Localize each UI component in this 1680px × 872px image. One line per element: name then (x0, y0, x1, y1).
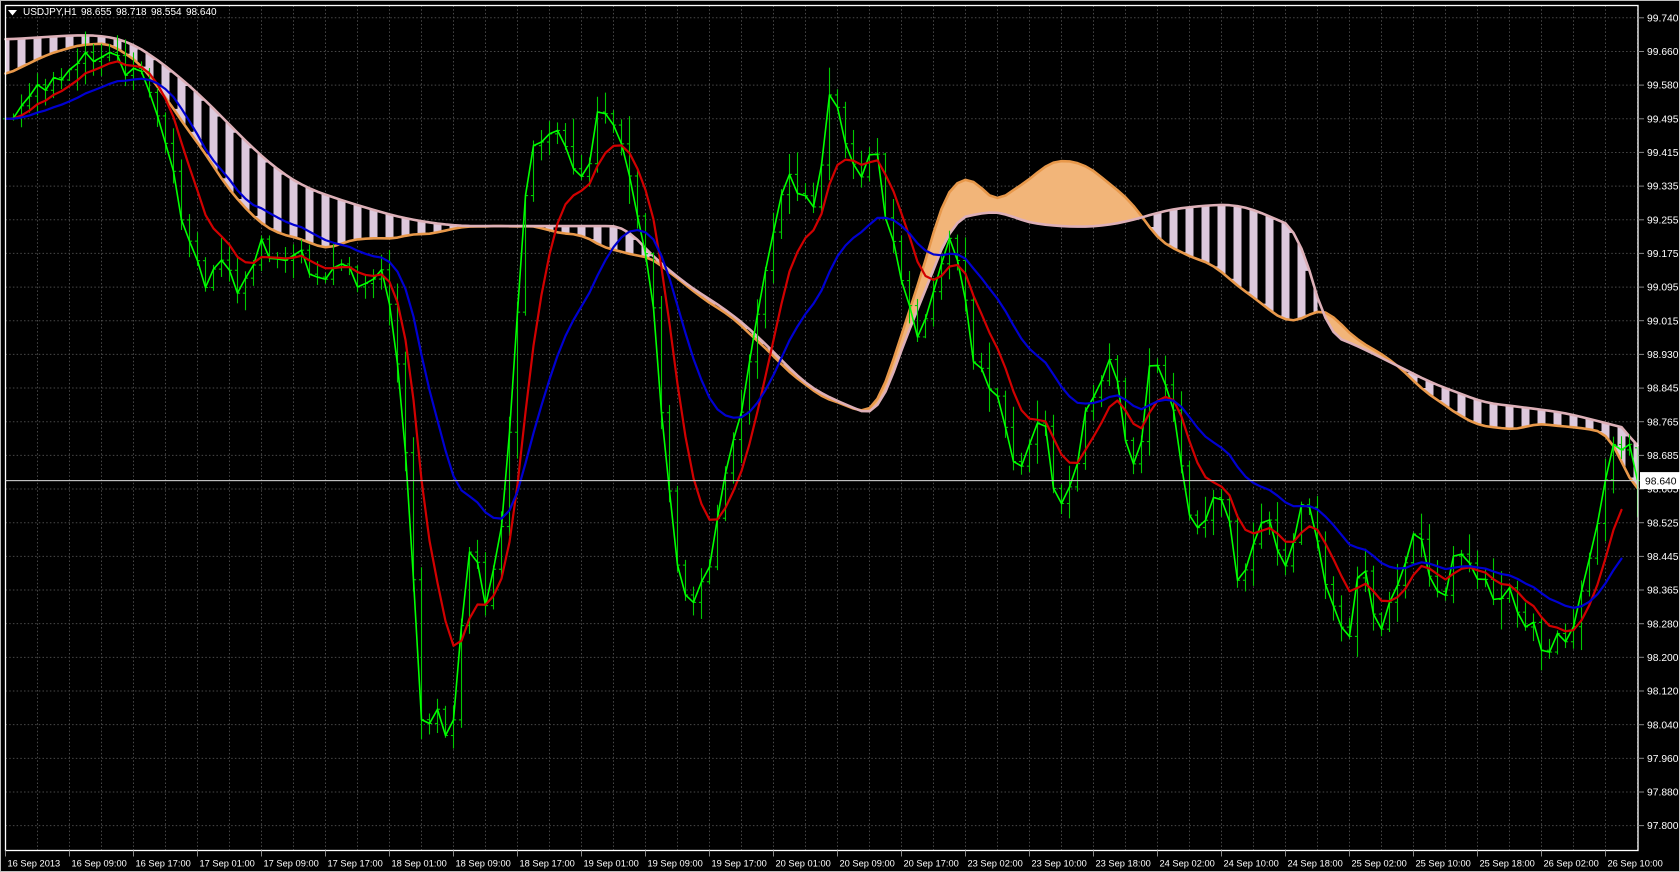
svg-text:99.415: 99.415 (1647, 148, 1679, 159)
svg-text:99.255: 99.255 (1647, 215, 1679, 226)
svg-text:97.960: 97.960 (1647, 754, 1679, 765)
svg-text:99.175: 99.175 (1647, 249, 1679, 260)
svg-text:98.200: 98.200 (1647, 653, 1679, 664)
svg-text:98.640: 98.640 (1645, 476, 1677, 487)
svg-text:26 Sep 02:00: 26 Sep 02:00 (1544, 859, 1599, 869)
svg-text:98.685: 98.685 (1647, 451, 1679, 462)
svg-text:97.880: 97.880 (1647, 788, 1679, 799)
svg-text:98.765: 98.765 (1647, 417, 1679, 428)
svg-text:USDJPY,H1: USDJPY,H1 (23, 7, 77, 18)
svg-text:20 Sep 01:00: 20 Sep 01:00 (776, 859, 831, 869)
svg-text:16 Sep 09:00: 16 Sep 09:00 (72, 859, 127, 869)
svg-text:24 Sep 02:00: 24 Sep 02:00 (1160, 859, 1215, 869)
svg-text:18 Sep 01:00: 18 Sep 01:00 (392, 859, 447, 869)
svg-text:99.660: 99.660 (1647, 47, 1679, 58)
svg-text:24 Sep 18:00: 24 Sep 18:00 (1288, 859, 1343, 869)
svg-text:99.580: 99.580 (1647, 81, 1679, 92)
svg-text:98.718: 98.718 (116, 7, 147, 18)
svg-text:98.554: 98.554 (151, 7, 182, 18)
svg-text:97.800: 97.800 (1647, 821, 1679, 832)
svg-text:19 Sep 09:00: 19 Sep 09:00 (648, 859, 703, 869)
svg-text:16 Sep 17:00: 16 Sep 17:00 (136, 859, 191, 869)
svg-text:25 Sep 18:00: 25 Sep 18:00 (1480, 859, 1535, 869)
svg-text:19 Sep 17:00: 19 Sep 17:00 (712, 859, 767, 869)
svg-text:98.655: 98.655 (81, 7, 112, 18)
svg-text:20 Sep 17:00: 20 Sep 17:00 (904, 859, 959, 869)
svg-text:98.120: 98.120 (1647, 687, 1679, 698)
svg-text:98.365: 98.365 (1647, 586, 1679, 597)
svg-text:98.280: 98.280 (1647, 619, 1679, 630)
svg-text:99.335: 99.335 (1647, 182, 1679, 193)
svg-text:17 Sep 17:00: 17 Sep 17:00 (328, 859, 383, 869)
svg-text:17 Sep 09:00: 17 Sep 09:00 (264, 859, 319, 869)
svg-text:99.015: 99.015 (1647, 316, 1679, 327)
svg-text:25 Sep 02:00: 25 Sep 02:00 (1352, 859, 1407, 869)
svg-text:99.740: 99.740 (1647, 13, 1679, 24)
svg-text:23 Sep 18:00: 23 Sep 18:00 (1096, 859, 1151, 869)
svg-text:98.445: 98.445 (1647, 552, 1679, 563)
svg-text:98.525: 98.525 (1647, 518, 1679, 529)
svg-text:98.040: 98.040 (1647, 720, 1679, 731)
svg-text:24 Sep 10:00: 24 Sep 10:00 (1224, 859, 1279, 869)
svg-text:98.930: 98.930 (1647, 350, 1679, 361)
svg-text:26 Sep 10:00: 26 Sep 10:00 (1608, 859, 1663, 869)
svg-text:18 Sep 17:00: 18 Sep 17:00 (520, 859, 575, 869)
svg-text:23 Sep 10:00: 23 Sep 10:00 (1032, 859, 1087, 869)
svg-text:23 Sep 02:00: 23 Sep 02:00 (968, 859, 1023, 869)
svg-text:99.095: 99.095 (1647, 283, 1679, 294)
svg-text:98.640: 98.640 (186, 7, 217, 18)
svg-text:16 Sep 2013: 16 Sep 2013 (8, 859, 61, 869)
svg-text:17 Sep 01:00: 17 Sep 01:00 (200, 859, 255, 869)
svg-text:18 Sep 09:00: 18 Sep 09:00 (456, 859, 511, 869)
svg-text:20 Sep 09:00: 20 Sep 09:00 (840, 859, 895, 869)
svg-text:19 Sep 01:00: 19 Sep 01:00 (584, 859, 639, 869)
svg-text:25 Sep 10:00: 25 Sep 10:00 (1416, 859, 1471, 869)
svg-text:98.845: 98.845 (1647, 384, 1679, 395)
svg-text:99.495: 99.495 (1647, 114, 1679, 125)
